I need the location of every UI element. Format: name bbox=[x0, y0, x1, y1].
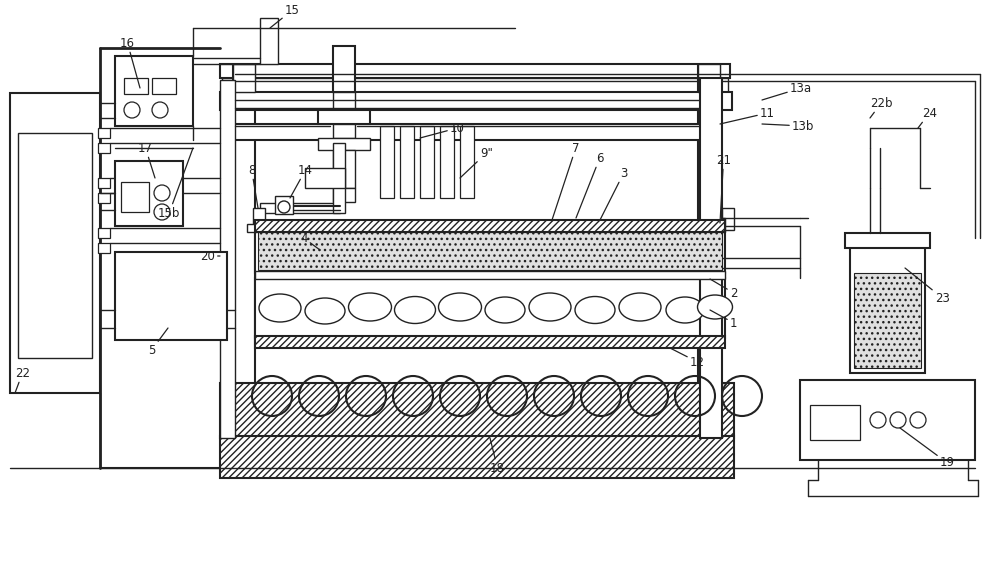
Bar bbox=[333, 124, 355, 138]
Bar bbox=[305, 168, 345, 188]
Ellipse shape bbox=[485, 297, 525, 323]
Text: 16: 16 bbox=[120, 36, 140, 88]
Ellipse shape bbox=[349, 293, 392, 321]
Ellipse shape bbox=[259, 294, 301, 322]
Text: 15b: 15b bbox=[158, 148, 193, 219]
Bar bbox=[220, 64, 730, 78]
Text: 7: 7 bbox=[552, 141, 580, 220]
Text: 15: 15 bbox=[270, 3, 300, 28]
Bar bbox=[260, 18, 278, 64]
Bar bbox=[260, 203, 340, 213]
Bar bbox=[247, 224, 257, 232]
Text: 23: 23 bbox=[905, 268, 950, 304]
Bar bbox=[233, 124, 720, 140]
Bar bbox=[255, 278, 725, 338]
Text: 10: 10 bbox=[420, 122, 465, 138]
Bar bbox=[255, 271, 725, 279]
Bar bbox=[233, 64, 255, 92]
Text: 8: 8 bbox=[248, 164, 258, 208]
Text: 9": 9" bbox=[460, 147, 493, 178]
Bar bbox=[318, 110, 370, 124]
Bar bbox=[253, 208, 265, 230]
Bar bbox=[400, 126, 414, 198]
Bar bbox=[220, 436, 734, 478]
Bar bbox=[420, 126, 434, 198]
Bar bbox=[380, 126, 394, 198]
Text: 5: 5 bbox=[148, 328, 168, 357]
Bar bbox=[810, 405, 860, 440]
Bar bbox=[18, 133, 92, 358]
Text: 6: 6 bbox=[576, 152, 604, 218]
Text: 3: 3 bbox=[600, 166, 627, 220]
Ellipse shape bbox=[619, 293, 661, 321]
Text: 13b: 13b bbox=[762, 119, 814, 132]
Bar bbox=[98, 193, 110, 203]
Text: 4: 4 bbox=[300, 232, 320, 250]
Bar bbox=[700, 78, 722, 438]
Bar bbox=[318, 138, 370, 150]
Text: 24: 24 bbox=[918, 107, 937, 128]
Text: 18: 18 bbox=[490, 438, 505, 474]
Bar bbox=[98, 228, 110, 238]
Bar bbox=[10, 93, 100, 393]
Bar bbox=[115, 56, 193, 126]
Bar bbox=[845, 233, 930, 248]
Bar bbox=[850, 243, 925, 373]
Bar bbox=[98, 128, 110, 138]
Ellipse shape bbox=[394, 296, 436, 324]
Bar bbox=[333, 92, 355, 118]
Bar bbox=[115, 161, 183, 226]
Text: 2: 2 bbox=[710, 279, 738, 299]
Bar bbox=[152, 78, 176, 94]
Text: 22: 22 bbox=[15, 366, 30, 393]
Bar bbox=[98, 178, 110, 188]
Bar bbox=[124, 78, 148, 94]
Text: 21: 21 bbox=[716, 153, 731, 223]
Bar bbox=[255, 336, 725, 348]
Bar bbox=[121, 182, 149, 212]
Bar bbox=[698, 64, 720, 92]
Bar bbox=[220, 92, 732, 110]
Bar bbox=[854, 273, 921, 368]
Bar bbox=[333, 188, 355, 202]
Text: 19: 19 bbox=[900, 428, 955, 470]
Bar bbox=[698, 66, 720, 448]
Text: 17: 17 bbox=[138, 141, 155, 178]
Ellipse shape bbox=[438, 293, 482, 321]
Bar bbox=[115, 252, 227, 340]
Bar bbox=[220, 383, 734, 438]
Text: 14: 14 bbox=[290, 164, 313, 198]
Text: 11: 11 bbox=[720, 107, 775, 124]
Bar bbox=[722, 208, 734, 230]
Ellipse shape bbox=[666, 297, 704, 323]
Text: 12: 12 bbox=[670, 348, 705, 369]
Text: 13a: 13a bbox=[762, 81, 812, 100]
Bar bbox=[233, 66, 255, 448]
Bar bbox=[333, 46, 355, 92]
Bar bbox=[98, 243, 110, 253]
Bar bbox=[222, 78, 728, 92]
Text: 1: 1 bbox=[710, 310, 738, 329]
Bar bbox=[255, 220, 725, 232]
Bar bbox=[220, 80, 235, 438]
Bar bbox=[333, 143, 345, 213]
Bar bbox=[800, 380, 975, 460]
Ellipse shape bbox=[575, 296, 615, 324]
Bar bbox=[333, 150, 355, 188]
Ellipse shape bbox=[698, 295, 732, 319]
Bar bbox=[98, 143, 110, 153]
Ellipse shape bbox=[529, 293, 571, 321]
Text: 22b: 22b bbox=[870, 97, 893, 118]
Bar bbox=[275, 196, 293, 214]
Bar bbox=[440, 126, 454, 198]
Bar bbox=[709, 218, 725, 232]
Bar bbox=[258, 232, 722, 270]
Bar bbox=[255, 231, 725, 273]
Text: 20: 20 bbox=[200, 249, 220, 262]
Ellipse shape bbox=[305, 298, 345, 324]
Bar bbox=[460, 126, 474, 198]
